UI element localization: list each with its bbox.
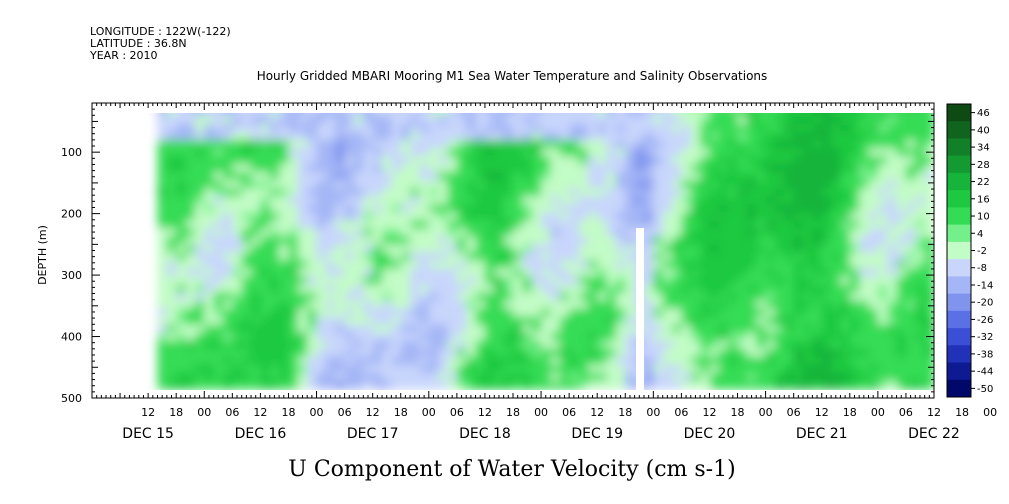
colorbar-swatch (947, 241, 971, 260)
x-tick-label: 18 (955, 406, 969, 419)
colorbar-swatch (947, 328, 971, 346)
x-tick-label: 06 (338, 406, 352, 419)
x-tick-label: 00 (197, 406, 211, 419)
colorbar-swatch (947, 345, 971, 363)
x-tick-label: 18 (618, 406, 632, 419)
y-tick-label: 200 (61, 208, 82, 221)
year-label: YEAR : 2010 (89, 49, 158, 62)
data-gap (636, 228, 644, 390)
colorbar-label: -44 (977, 367, 993, 378)
heatmap-field (157, 113, 934, 390)
colorbar-label: 22 (977, 177, 990, 188)
y-tick-label: 300 (61, 269, 82, 282)
x-tick-label: 12 (815, 406, 829, 419)
colorbar-label: 4 (977, 229, 983, 240)
x-tick-label: 06 (562, 406, 576, 419)
x-tick-label: 06 (225, 406, 239, 419)
x-tick-label: 06 (787, 406, 801, 419)
x-tick-label: 00 (983, 406, 997, 419)
colorbar-swatch (947, 190, 971, 208)
longitude-label: LONGITUDE : 122W(-122) (90, 25, 231, 38)
x-tick-label: 12 (590, 406, 604, 419)
x-tick-label: 12 (253, 406, 267, 419)
x-axis: 12 18 00 06 12 18 00 06 12 18 00 06 12 18 00 06 12 18 00 06… (91, 103, 997, 442)
colorbar-label: 46 (977, 108, 990, 119)
colorbar-swatch (947, 259, 971, 277)
colorbar-label: -38 (977, 349, 993, 360)
x-day-label: DEC 15 (122, 426, 174, 442)
colorbar-label: -2 (977, 246, 987, 257)
colorbar-swatch (947, 104, 971, 122)
y-tick-label: 500 (61, 392, 82, 405)
colorbar-label: 40 (977, 125, 990, 136)
colorbar-label: 10 (977, 212, 990, 223)
x-tick-label: 00 (759, 406, 773, 419)
x-day-label: DEC 19 (571, 426, 623, 442)
x-tick-label: 12 (927, 406, 941, 419)
colorbar: 46 40 34 28 22 16 10 4 -2 -8 -14 -20 -26 -32 -38 -44 -50 (946, 103, 993, 398)
colorbar-label: -20 (977, 298, 993, 309)
colorbar-label: 16 (977, 194, 990, 205)
y-axis: 100 200 300 400 500 (61, 102, 934, 405)
colorbar-swatch (947, 379, 971, 398)
colorbar-swatch (947, 155, 971, 174)
y-tick-label: 100 (61, 146, 82, 159)
colorbar-label: -50 (977, 384, 993, 395)
colorbar-swatch (947, 310, 971, 329)
x-day-label: DEC 20 (684, 426, 736, 442)
colorbar-swatch (947, 121, 971, 139)
x-tick-label: 00 (871, 406, 885, 419)
colorbar-label: 28 (977, 160, 990, 171)
x-tick-label: 18 (169, 406, 183, 419)
colorbar-swatch (947, 362, 971, 381)
x-tick-label: 12 (366, 406, 380, 419)
x-tick-label: 06 (899, 406, 913, 419)
colorbar-swatch (947, 293, 971, 312)
colorbar-swatch (947, 207, 971, 226)
x-tick-label: 06 (450, 406, 464, 419)
x-tick-label: 18 (281, 406, 295, 419)
x-tick-label: 00 (646, 406, 660, 419)
x-day-label: DEC 22 (908, 426, 960, 442)
colorbar-label: -14 (977, 280, 993, 291)
chart-title: Hourly Gridded MBARI Mooring M1 Sea Wate… (257, 69, 768, 83)
colorbar-label: 34 (977, 143, 990, 154)
x-day-label: DEC 16 (235, 426, 287, 442)
x-day-label: DEC 18 (459, 426, 511, 442)
colorbar-label: -26 (977, 315, 993, 326)
x-tick-label: 18 (843, 406, 857, 419)
colorbar-swatch (947, 276, 971, 295)
colorbar-label: -8 (977, 263, 987, 274)
x-tick-label: 18 (506, 406, 520, 419)
colorbar-label: -32 (977, 332, 993, 343)
x-tick-label: 12 (141, 406, 155, 419)
x-tick-label: 18 (394, 406, 408, 419)
y-tick-label: 400 (61, 331, 82, 344)
x-tick-label: 12 (478, 406, 492, 419)
x-day-label: DEC 21 (796, 426, 848, 442)
x-tick-label: 00 (310, 406, 324, 419)
latitude-label: LATITUDE : 36.8N (90, 37, 187, 50)
x-tick-label: 06 (674, 406, 688, 419)
x-axis-label: U Component of Water Velocity (cm s-1) (288, 457, 735, 482)
colorbar-swatch (947, 224, 971, 243)
x-tick-label: 00 (422, 406, 436, 419)
x-tick-label: 00 (534, 406, 548, 419)
x-tick-label: 12 (702, 406, 716, 419)
y-axis-label: DEPTH (m) (36, 225, 49, 285)
colorbar-swatch (947, 138, 971, 157)
colorbar-swatch (947, 172, 971, 191)
x-day-label: DEC 17 (347, 426, 399, 442)
x-tick-label: 18 (731, 406, 745, 419)
